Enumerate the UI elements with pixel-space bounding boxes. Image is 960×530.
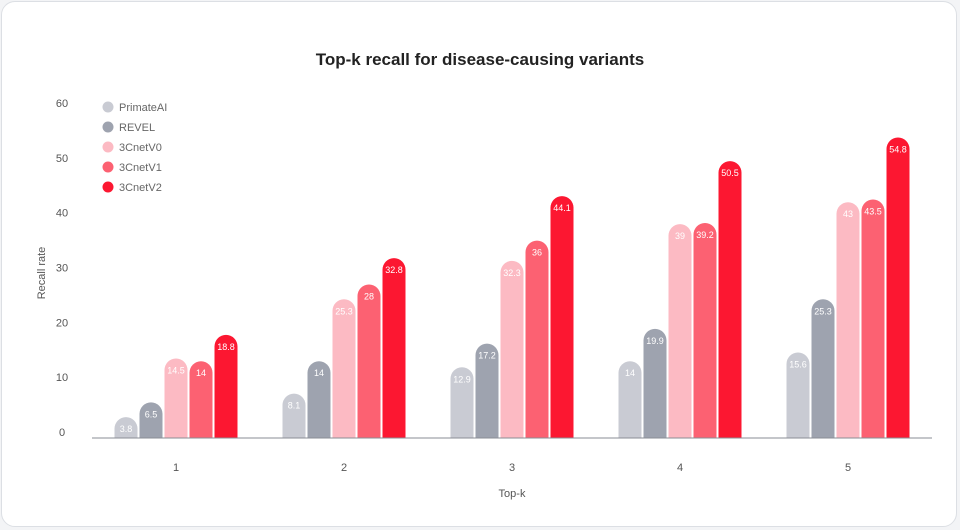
bar-value-label: 14	[196, 368, 206, 378]
chart-title: Top-k recall for disease-causing variant…	[315, 50, 645, 69]
bar	[550, 196, 574, 438]
x-tick-label: 2	[341, 462, 347, 474]
y-tick-label: 60	[56, 98, 68, 110]
x-tick-label: 1	[173, 462, 179, 474]
bar-value-label: 39.2	[696, 230, 714, 240]
y-tick-label: 40	[56, 208, 68, 220]
bar-value-label: 32.3	[503, 268, 521, 278]
y-tick-label: 0	[59, 427, 65, 439]
bar	[811, 299, 835, 438]
x-tick-label: 3	[509, 462, 515, 474]
bar	[189, 361, 213, 438]
bar-value-label: 50.5	[721, 168, 739, 178]
legend-marker	[102, 161, 114, 173]
bar-value-label: 36	[532, 248, 542, 258]
bar	[164, 358, 188, 438]
bar	[307, 361, 331, 438]
legend-label: 3CnetV2	[119, 182, 162, 194]
bar-value-label: 14	[625, 368, 635, 378]
legend-label: PrimateAI	[119, 102, 167, 114]
bar-value-label: 18.8	[217, 342, 235, 352]
bar	[114, 417, 138, 438]
bar-value-label: 44.1	[553, 203, 571, 213]
bar-value-label: 14	[314, 368, 324, 378]
bar	[475, 343, 499, 438]
x-tick-label: 5	[845, 462, 851, 474]
bar	[618, 361, 642, 438]
y-tick-label: 10	[56, 372, 68, 384]
bar-value-label: 43.5	[864, 206, 882, 216]
y-tick-label: 50	[56, 153, 68, 165]
bar-value-label: 6.5	[145, 409, 158, 419]
bar	[668, 224, 692, 438]
bar-value-label: 25.3	[814, 306, 832, 316]
legend-label: 3CnetV0	[119, 142, 162, 154]
bar-value-label: 3.8	[120, 424, 133, 434]
bar	[332, 299, 356, 438]
bar	[450, 367, 474, 438]
bar-value-label: 19.9	[646, 336, 664, 346]
x-axis-title: Top-k	[499, 488, 526, 500]
bar	[214, 334, 238, 438]
bar-value-label: 32.8	[385, 265, 403, 275]
bar	[836, 202, 860, 438]
bar-value-label: 15.6	[789, 359, 807, 369]
legend-marker	[102, 141, 114, 153]
bar	[357, 284, 381, 438]
bar-value-label: 8.1	[288, 401, 301, 411]
bar-value-label: 43	[843, 209, 853, 219]
y-tick-label: 20	[56, 317, 68, 329]
bar	[500, 260, 524, 438]
bar	[282, 393, 306, 438]
legend-label: 3CnetV1	[119, 162, 162, 174]
y-axis-title: Recall rate	[36, 247, 48, 300]
bar	[643, 328, 667, 438]
bar	[382, 258, 406, 438]
bar	[139, 402, 163, 438]
bar	[525, 240, 549, 438]
bar	[886, 137, 910, 438]
bar	[693, 223, 717, 438]
legend-marker	[102, 101, 114, 113]
legend-marker	[102, 121, 114, 133]
bar-value-label: 28	[364, 291, 374, 301]
legend-marker	[102, 181, 114, 193]
x-tick-label: 4	[677, 462, 683, 474]
bar	[786, 352, 810, 438]
bar	[861, 199, 885, 438]
bar-value-label: 12.9	[453, 374, 471, 384]
bar-value-label: 25.3	[335, 306, 353, 316]
bar-value-label: 39	[675, 231, 685, 241]
bar	[718, 161, 742, 438]
bar-value-label: 14.5	[167, 365, 185, 375]
bar-value-label: 17.2	[478, 351, 496, 361]
bar-value-label: 54.8	[889, 145, 907, 155]
legend-label: REVEL	[119, 122, 155, 134]
y-tick-label: 30	[56, 263, 68, 275]
